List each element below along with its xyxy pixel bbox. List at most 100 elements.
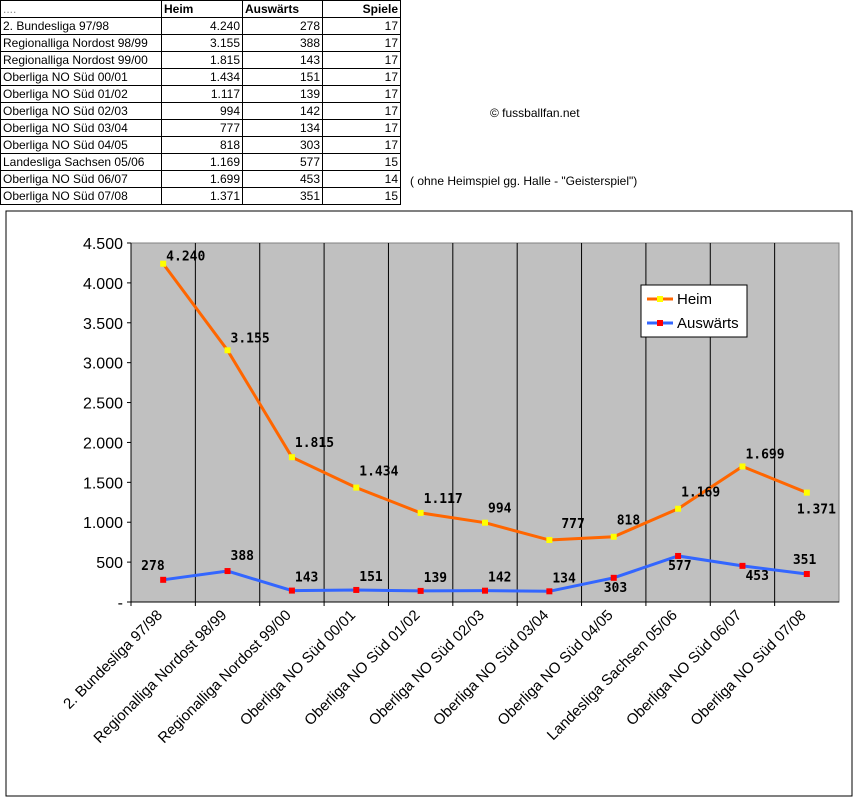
data-point xyxy=(610,533,617,540)
data-point xyxy=(353,484,360,491)
spiele-cell: 17 xyxy=(322,136,401,154)
data-point xyxy=(288,587,295,594)
heim-cell: 4.240 xyxy=(161,17,243,35)
spiele-cell: 17 xyxy=(322,85,401,103)
auswaerts-cell: 577 xyxy=(242,153,323,171)
y-tick-label: - xyxy=(118,595,123,612)
data-point xyxy=(803,570,810,577)
spiele-cell: 17 xyxy=(322,34,401,52)
season-cell: Oberliga NO Süd 01/02 xyxy=(0,85,162,103)
auswaerts-cell: 134 xyxy=(242,119,323,137)
spiele-cell: 17 xyxy=(322,102,401,120)
data-point xyxy=(417,509,424,516)
spiele-cell: 15 xyxy=(322,187,401,205)
y-tick-label: 1.000 xyxy=(83,515,123,532)
data-point xyxy=(160,576,167,583)
spiele-cell: 17 xyxy=(322,68,401,86)
heim-cell: 1.815 xyxy=(161,51,243,69)
season-cell: Regionalliga Nordost 98/99 xyxy=(0,34,162,52)
data-label: 1.371 xyxy=(797,503,836,518)
season-cell: Oberliga NO Süd 07/08 xyxy=(0,187,162,205)
heim-cell: 1.117 xyxy=(161,85,243,103)
season-cell: 2. Bundesliga 97/98 xyxy=(0,17,162,35)
data-label: 134 xyxy=(552,571,576,586)
y-tick-label: 3.500 xyxy=(83,316,123,333)
spiele-cell: 17 xyxy=(322,119,401,137)
heim-cell: 994 xyxy=(161,102,243,120)
table-row: 2. Bundesliga 97/98 4.240 278 17 xyxy=(0,17,401,35)
heim-cell: 1.169 xyxy=(161,153,243,171)
data-point xyxy=(675,552,682,559)
table-row: Oberliga NO Süd 07/08 1.371 351 15 xyxy=(0,187,401,205)
heim-cell: 818 xyxy=(161,136,243,154)
legend-box xyxy=(640,284,748,338)
data-label: 3.155 xyxy=(231,331,270,346)
legend-marker xyxy=(657,320,663,326)
table-row: Regionalliga Nordost 99/00 1.815 143 17 xyxy=(0,51,401,69)
data-label: 151 xyxy=(359,570,383,585)
data-label: 1.117 xyxy=(424,492,463,507)
data-point xyxy=(546,588,553,595)
auswaerts-cell: 151 xyxy=(242,68,323,86)
data-label: 4.240 xyxy=(166,250,205,265)
heim-cell: 777 xyxy=(161,119,243,137)
data-label: 388 xyxy=(231,549,255,564)
legend-marker xyxy=(657,296,663,302)
spiele-cell: 17 xyxy=(322,17,401,35)
heim-cell: 1.434 xyxy=(161,68,243,86)
auswaerts-cell: 142 xyxy=(242,102,323,120)
table-header-row: .... Heim Auswärts Spiele xyxy=(0,0,401,18)
spiele-cell: 17 xyxy=(322,51,401,69)
data-label: 818 xyxy=(617,514,641,529)
data-label: 139 xyxy=(424,571,447,586)
data-label: 577 xyxy=(668,559,691,574)
header-auswaerts: Auswärts xyxy=(242,0,323,18)
auswaerts-cell: 388 xyxy=(242,34,323,52)
table-row: Regionalliga Nordost 98/99 3.155 388 17 xyxy=(0,34,401,52)
data-point xyxy=(739,463,746,470)
legend-label: Auswärts xyxy=(677,315,739,332)
data-point xyxy=(546,537,553,544)
season-cell: Oberliga NO Süd 06/07 xyxy=(0,170,162,188)
header-season: .... xyxy=(0,0,162,18)
y-tick-label: 1.500 xyxy=(83,475,123,492)
data-label: 142 xyxy=(488,571,511,586)
season-cell: Regionalliga Nordost 99/00 xyxy=(0,51,162,69)
y-tick-label: 2.500 xyxy=(83,396,123,413)
season-cell: Landesliga Sachsen 05/06 xyxy=(0,153,162,171)
heim-cell: 1.371 xyxy=(161,187,243,205)
spiele-cell: 15 xyxy=(322,153,401,171)
season-cell: Oberliga NO Süd 02/03 xyxy=(0,102,162,120)
data-point xyxy=(224,347,231,354)
data-label: 453 xyxy=(745,569,768,584)
data-label: 777 xyxy=(561,517,584,532)
auswaerts-cell: 351 xyxy=(242,187,323,205)
heim-cell: 1.699 xyxy=(161,170,243,188)
auswaerts-cell: 139 xyxy=(242,85,323,103)
y-tick-label: 500 xyxy=(96,555,123,572)
attendance-table: .... Heim Auswärts Spiele 2. Bundesliga … xyxy=(0,0,401,205)
legend-label: Heim xyxy=(677,291,712,308)
data-point xyxy=(417,587,424,594)
note-text: ( ohne Heimspiel gg. Halle - "Geisterspi… xyxy=(410,174,638,188)
data-point xyxy=(353,586,360,593)
data-point xyxy=(675,505,682,512)
table-body: 2. Bundesliga 97/98 4.240 278 17 Regionallig… xyxy=(0,17,401,205)
auswaerts-cell: 278 xyxy=(242,17,323,35)
data-label: 351 xyxy=(793,553,817,568)
table-row: Landesliga Sachsen 05/06 1.169 577 15 xyxy=(0,153,401,171)
season-cell: Oberliga NO Süd 00/01 xyxy=(0,68,162,86)
table-row: Oberliga NO Süd 06/07 1.699 453 14 xyxy=(0,170,401,188)
table-row: Oberliga NO Süd 04/05 818 303 17 xyxy=(0,136,401,154)
y-tick-label: 4.000 xyxy=(83,276,123,293)
data-label: 1.699 xyxy=(745,447,784,462)
auswaerts-cell: 303 xyxy=(242,136,323,154)
data-point xyxy=(739,562,746,569)
table-row: Oberliga NO Süd 02/03 994 142 17 xyxy=(0,102,401,120)
data-point xyxy=(224,568,231,575)
y-tick-label: 3.000 xyxy=(83,356,123,373)
y-tick-label: 4.500 xyxy=(83,236,123,253)
header-heim: Heim xyxy=(161,0,243,18)
data-label: 994 xyxy=(488,502,512,517)
data-label: 303 xyxy=(604,581,627,596)
